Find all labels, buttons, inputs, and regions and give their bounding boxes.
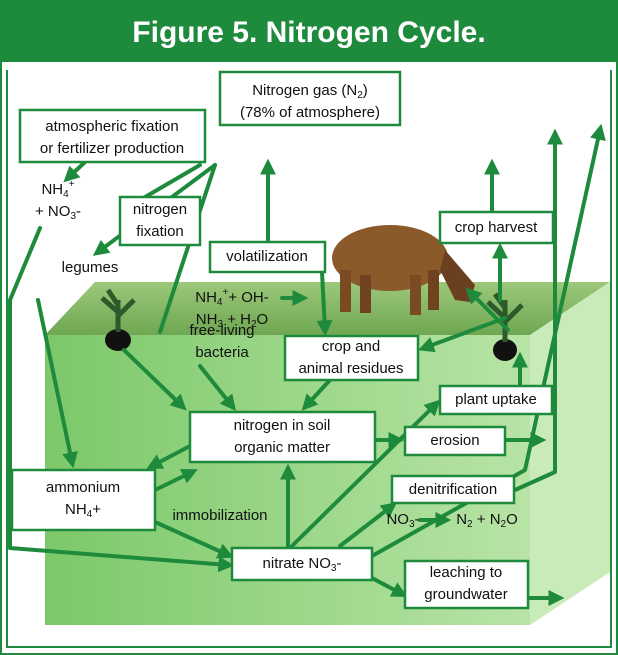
label-text: N2 + N2O — [456, 511, 518, 530]
label-text: animal residues — [298, 360, 403, 377]
text-run: - — [336, 555, 341, 572]
text-run: bacteria — [195, 344, 249, 361]
label-text: volatilization — [226, 248, 308, 265]
label-text: plant uptake — [455, 391, 537, 408]
label-text: nitrate NO3- — [263, 555, 342, 574]
grass-top — [45, 282, 610, 335]
label-text: Nitrogen gas (N2) — [252, 82, 368, 101]
label-text: organic matter — [234, 439, 330, 456]
label-text: fixation — [136, 223, 184, 240]
label-text: leaching to — [430, 564, 503, 581]
nitrogen-cycle-figure: Figure 5. Nitrogen Cycle. — [0, 0, 618, 655]
text-run: animal residues — [298, 360, 403, 377]
label-text: NH4++ OH- — [195, 287, 269, 308]
label-text: nitrogen in soil — [234, 417, 331, 434]
text-run: + — [92, 501, 101, 518]
label-text: NH4+ — [65, 501, 101, 520]
text-run: volatilization — [226, 248, 308, 265]
label-text: groundwater — [424, 586, 507, 603]
text-run: - — [415, 511, 420, 528]
label-text: crop harvest — [455, 219, 538, 236]
text-run: + OH- — [228, 289, 268, 306]
text-run: fixation — [136, 223, 184, 240]
label-text: NO3- — [386, 511, 419, 530]
label-text: crop and — [322, 338, 380, 355]
soil-side — [530, 282, 610, 625]
text-run: nitrate NO — [263, 555, 331, 572]
text-run: - — [76, 203, 81, 220]
text-run: NH — [65, 501, 87, 518]
text-run: erosion — [430, 432, 479, 449]
text-run: leaching to — [430, 564, 503, 581]
text-run: NO — [386, 511, 409, 528]
text-run: immobilization — [172, 507, 267, 524]
text-run: legumes — [62, 259, 119, 276]
text-run: Nitrogen gas (N — [252, 82, 357, 99]
text-run: N — [456, 511, 467, 528]
text-run: O — [257, 311, 269, 328]
label-text: legumes — [62, 259, 119, 276]
text-run: (78% of atmosphere) — [240, 104, 380, 121]
subscript: 4 — [217, 297, 223, 308]
text-run: NH — [195, 289, 217, 306]
text-run: or fertilizer production — [40, 140, 184, 157]
text-run: groundwater — [424, 586, 507, 603]
label-text: free-living — [189, 322, 254, 339]
text-run: nitrogen — [133, 201, 187, 218]
text-run: denitrification — [409, 481, 497, 498]
superscript: + — [69, 179, 75, 190]
label-text: atmospheric fixation — [45, 118, 178, 135]
label-text: nitrogen — [133, 201, 187, 218]
label-text: immobilization — [172, 507, 267, 524]
text-run: + NO — [35, 203, 70, 220]
label-text: denitrification — [409, 481, 497, 498]
title: Figure 5. Nitrogen Cycle. — [132, 16, 485, 49]
text-run: ammonium — [46, 479, 120, 496]
text-run: atmospheric fixation — [45, 118, 178, 135]
label-text: or fertilizer production — [40, 140, 184, 157]
text-run: plant uptake — [455, 391, 537, 408]
label-text: bacteria — [195, 344, 249, 361]
label-text: ammonium — [46, 479, 120, 496]
text-run: O — [506, 511, 518, 528]
text-run: + N — [473, 511, 501, 528]
text-run: nitrogen in soil — [234, 417, 331, 434]
label-text: erosion — [430, 432, 479, 449]
text-run: NH — [41, 181, 63, 198]
text-run: organic matter — [234, 439, 330, 456]
subscript: 4 — [63, 189, 69, 200]
text-run: ) — [363, 82, 368, 99]
text-run: crop harvest — [455, 219, 538, 236]
text-run: crop and — [322, 338, 380, 355]
label-text: (78% of atmosphere) — [240, 104, 380, 121]
text-run: free-living — [189, 322, 254, 339]
